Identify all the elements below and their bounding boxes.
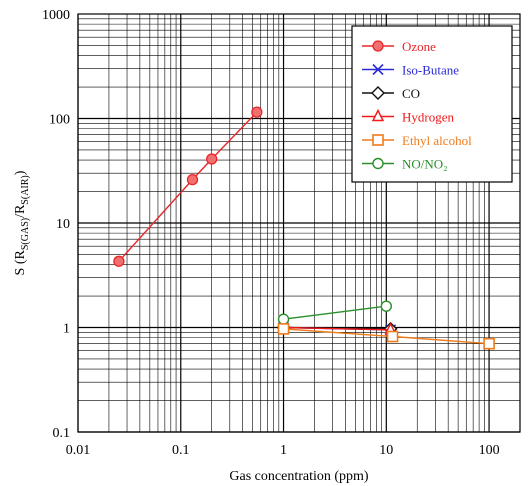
legend-marker	[373, 159, 383, 169]
y-tick-label: 0.1	[53, 426, 71, 441]
data-point	[279, 324, 289, 334]
data-point	[484, 339, 494, 349]
legend-label: Ethyl alcohol	[402, 133, 472, 148]
data-point	[252, 107, 262, 117]
series-ozone	[114, 107, 262, 266]
legend-label: NO/NO₂	[402, 157, 448, 172]
y-tick-label: 10	[56, 217, 70, 232]
legend-label: Hydrogen	[402, 110, 454, 125]
y-axis-label: S (RS(GAS)/RS(AIR))	[13, 170, 31, 275]
series-line	[284, 306, 387, 319]
y-axis-label-subscript: S(GAS)	[20, 218, 31, 250]
y-axis-label-part: /R	[13, 204, 28, 218]
data-point	[279, 314, 289, 324]
series-no-no-	[279, 301, 392, 324]
y-tick-label: 1000	[42, 8, 70, 23]
y-tick-label: 100	[49, 113, 70, 128]
x-tick-label: 0.1	[172, 443, 190, 458]
x-axis-label: Gas concentration (ppm)	[229, 469, 369, 484]
data-point	[114, 256, 124, 266]
x-tick-label: 100	[479, 443, 500, 458]
data-point	[187, 175, 197, 185]
data-point	[388, 332, 398, 342]
x-tick-label: 10	[379, 443, 393, 458]
legend-marker	[373, 135, 383, 145]
legend-label: Ozone	[402, 39, 436, 54]
x-tick-label: 0.01	[66, 443, 91, 458]
legend-label: Iso-Butane	[402, 63, 459, 78]
x-tick-label: 1	[280, 443, 287, 458]
y-axis-label-part: )	[13, 170, 28, 175]
y-axis-label-subscript: S(AIR)	[20, 175, 31, 204]
data-point	[381, 301, 391, 311]
legend-marker	[373, 41, 383, 51]
legend-label: CO	[402, 86, 420, 101]
y-tick-label: 1	[63, 322, 70, 337]
legend-item: Ethyl alcohol	[362, 133, 472, 148]
y-axis-label-part: S (R	[13, 249, 28, 275]
legend: Ozone Iso-Butane CO Hydrogen Ethyl alcohol NO…	[352, 26, 512, 182]
data-point	[207, 154, 217, 164]
